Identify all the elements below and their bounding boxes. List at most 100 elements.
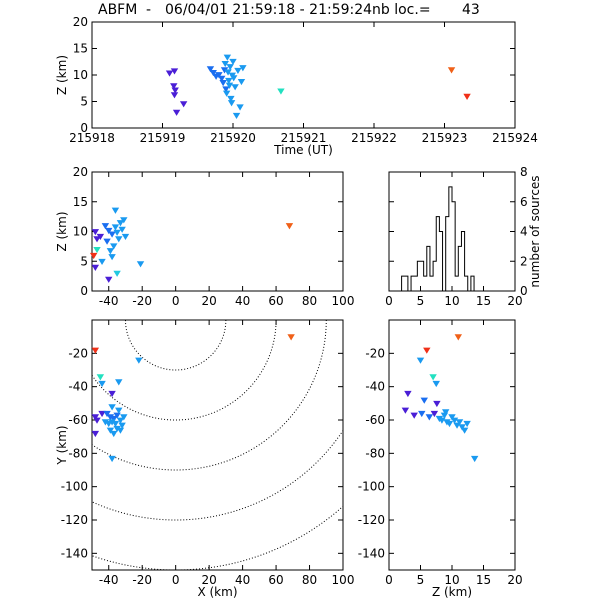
z_y-data-point: [455, 419, 464, 426]
time_height-xtick-label: 215924: [492, 131, 538, 145]
z_y-xtick-label: 5: [417, 573, 425, 587]
x_height-data-point: [111, 224, 120, 231]
z_y-data-point: [429, 374, 437, 381]
plan-view-frame: [91, 319, 344, 571]
x_height-xtick-label: 40: [235, 294, 250, 308]
x_height-data-point: [93, 246, 101, 254]
histogram-bar: [449, 187, 452, 291]
time_height-data-point: [232, 112, 241, 120]
plan_view-data-point: [93, 417, 101, 424]
time_height-data-point: [227, 95, 235, 103]
histogram-xtick-label: 20: [507, 294, 522, 308]
time_height-data-point: [447, 67, 456, 74]
plan_view-data-point: [111, 420, 120, 428]
time_height-points: [165, 54, 471, 120]
plan_view-xtick-label: 20: [201, 573, 216, 587]
x_height-ytick-label: 0: [80, 284, 88, 298]
time_height-data-point: [237, 78, 246, 86]
time_height-data-point: [222, 90, 231, 97]
plan_view-data-point: [108, 455, 116, 463]
histogram-bar: [436, 217, 439, 291]
histogram-bar: [417, 261, 420, 291]
plan_view-ytick-label: -60: [68, 413, 88, 427]
x_height-xtick-label: 20: [201, 294, 216, 308]
x_height-data-point: [89, 252, 98, 260]
x_height-data-point: [121, 233, 130, 241]
time_height-data-point: [170, 83, 178, 90]
plan_view-xtick-label: 80: [302, 573, 317, 587]
time_height-data-point: [206, 66, 215, 73]
z_y-data-point: [433, 400, 441, 408]
title-station: ABFM: [98, 2, 138, 18]
time_height-xtick-label: 215923: [422, 131, 468, 145]
time_height-data-point: [221, 60, 229, 68]
plan_view-data-point: [116, 427, 125, 434]
plan_view-data-point: [115, 379, 123, 386]
time_height-axes: 215918 215919 215920 215921 215922 215923 2159…: [55, 15, 538, 157]
histogram-bar: [452, 202, 455, 291]
time_height-ytick-label: 15: [73, 42, 88, 56]
plan_view-data-point: [106, 427, 115, 434]
time_height-data-point: [225, 82, 234, 89]
z_y-data-point: [438, 417, 446, 424]
plan_view-ytick-label: -40: [68, 380, 88, 394]
time_height-xtick-label: 215922: [351, 131, 397, 145]
time_height-xlabel: Time (UT): [273, 143, 333, 157]
plan_view-data-point: [91, 430, 100, 438]
time_height-xtick-label: 215919: [140, 131, 186, 145]
plan_view-data-point: [135, 357, 143, 364]
time_height-data-point: [224, 69, 232, 76]
z_y-xtick-label: 15: [476, 573, 491, 587]
z_y-data-point: [410, 412, 418, 419]
plan_view-data-point: [116, 417, 125, 424]
histogram-outline: [401, 186, 478, 292]
histogram-bars: [401, 186, 478, 292]
z_y-data-point: [458, 424, 466, 431]
time_height-data-point: [227, 100, 236, 107]
histogram-bar: [433, 261, 436, 291]
histogram-xtick-label: 0: [385, 294, 393, 308]
x_height-data-point: [101, 223, 110, 230]
x_height-xtick-label: 100: [332, 294, 355, 308]
z_y-data-point: [453, 422, 461, 429]
x-height-frame: [91, 171, 344, 292]
plan_view-data-point: [108, 390, 116, 398]
time_height-data-point: [179, 101, 188, 108]
time_height-data-point: [223, 54, 232, 61]
histogram-bar: [411, 276, 414, 291]
plan_view-xtick-label: 60: [268, 573, 283, 587]
histogram-bar: [461, 232, 464, 292]
time_height-data-point: [463, 93, 471, 100]
time_height-xtick-label: 215920: [210, 131, 256, 145]
histogram-bar: [421, 261, 424, 291]
figure-title: ABFM - 06/04/01 21:59:18 - 21:59:24 nb l…: [0, 2, 600, 22]
plan_view-ylabel: Y (km): [55, 425, 69, 465]
histogram-ytick-label: 2: [520, 254, 528, 268]
title-datetime: 06/04/01 21:59:18 - 21:59:24: [165, 2, 373, 18]
histogram-bar: [458, 246, 461, 291]
z_y-data-point: [430, 410, 439, 418]
x_height-ytick-label: 10: [73, 225, 88, 239]
time_height-data-point: [277, 88, 285, 95]
plan_view-data-point: [96, 374, 105, 381]
x_height-axes: -40 -20 0 20 40 60 80 100 0 5 10 15 20 Z (km): [55, 165, 354, 308]
histogram-ytick-label: 0: [520, 284, 528, 298]
plan_view-data-point: [103, 410, 111, 418]
z_y-data-point: [470, 455, 479, 463]
plan_view-ytick-label: -100: [61, 480, 88, 494]
plan_view-data-point: [287, 334, 295, 341]
time_height-data-point: [171, 87, 179, 94]
plan_view-ytick-label: -120: [61, 513, 88, 527]
z_y-ytick-label: -120: [358, 513, 385, 527]
z_y-xtick-label: 20: [507, 573, 522, 587]
plan_view-axes: -40 -20 0 20 40 60 80 100-140-120-100-80-60-40-…: [55, 320, 354, 599]
plan_view-data-point: [118, 422, 126, 429]
plan_view-data-point: [91, 414, 100, 421]
plan_view-data-point: [98, 410, 106, 418]
time_height-data-point: [231, 84, 239, 91]
z_y-ytick-label: -80: [365, 446, 385, 460]
plan_view-points: [91, 334, 295, 463]
x_height-ylabel: Z (km): [55, 211, 69, 251]
x_height-data-point: [98, 258, 106, 266]
z_y-data-point: [460, 427, 469, 434]
